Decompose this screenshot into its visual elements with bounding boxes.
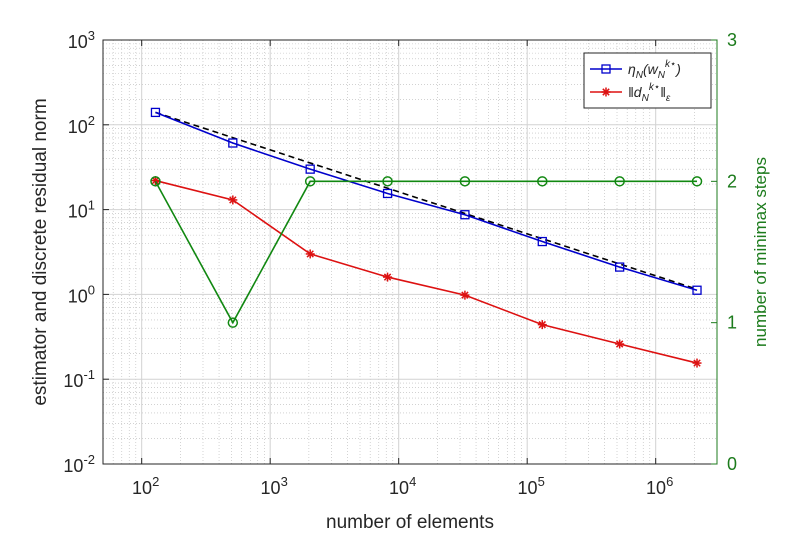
y2-tick-label: 0 [727, 454, 737, 474]
series-1-point [615, 262, 625, 272]
series-2-point-stroke [693, 359, 701, 367]
x-tick-label-base: 10 [389, 478, 409, 498]
series-1-point [228, 138, 238, 148]
series-1-point [305, 164, 315, 174]
x-tick-label: 103 [261, 474, 288, 498]
y2-axis-title: number of minimax steps [751, 157, 770, 347]
series-3-point [614, 176, 625, 187]
x-tick-label-base: 10 [261, 478, 281, 498]
legend: ηN(wNk⋆)‖dNk⋆‖ε [583, 52, 712, 109]
legend-main: η [628, 61, 636, 77]
y-tick-label: 10-1 [63, 367, 95, 391]
y-tick-label-base: 10 [68, 32, 88, 52]
legend-swatch-marker-stroke [602, 88, 610, 96]
y-tick-label-exp: 3 [88, 28, 95, 43]
series-1-point [692, 285, 702, 295]
legend-sub: N [636, 70, 644, 81]
y2-tick-label: 1 [727, 313, 737, 333]
y-tick-label: 101 [68, 198, 95, 222]
y-tick-label-exp: -1 [83, 367, 95, 382]
legend-sub2: N [658, 70, 666, 81]
x-tick-label: 105 [518, 474, 545, 498]
series-3-point [150, 176, 161, 187]
legend-sup2: k⋆ [665, 59, 676, 70]
y2-tick-label: 3 [727, 30, 737, 50]
y-tick-label-exp: 1 [88, 198, 95, 213]
series-1-point [382, 188, 393, 199]
legend-close: ) [674, 61, 681, 77]
legend-entry-label: ‖dNk⋆‖ε [628, 82, 671, 104]
series-2-point-stroke [383, 273, 392, 281]
series-3-point [691, 176, 703, 187]
y-axis-title: estimator and discrete residual norm [30, 98, 51, 405]
x-tick-label: 106 [646, 474, 673, 498]
series-2-point-stroke [229, 196, 237, 204]
series-3-point [304, 176, 316, 187]
x-tick-label-exp: 2 [152, 474, 159, 489]
labels-layer: 102 103 104 105 10610-210-11001011021030123n… [30, 28, 770, 533]
legend-sub: N [642, 93, 650, 104]
series-3-point [459, 176, 471, 187]
legend-main: ‖d [628, 84, 643, 100]
series-3-point [382, 176, 393, 187]
y-tick-label-base: 10 [63, 371, 83, 391]
series-2-point-stroke [306, 250, 314, 258]
x-tick-label-base: 10 [518, 478, 538, 498]
x-tick-label: 104 [389, 474, 416, 498]
x-tick-label-exp: 3 [281, 474, 288, 489]
series-1-line [155, 111, 698, 291]
y-tick-label-exp: -2 [83, 452, 95, 467]
y-tick-label: 103 [68, 28, 95, 52]
series-2-point-stroke [461, 291, 469, 299]
y2-tick-label: 2 [727, 171, 737, 191]
series-1-point [150, 107, 161, 118]
series-2-line [155, 179, 698, 364]
series-2-point [383, 272, 393, 282]
ticks-layer [103, 39, 718, 465]
y-tick-label-base: 10 [68, 117, 88, 137]
series-2-point-stroke [151, 176, 160, 185]
series-2-point [228, 195, 238, 205]
series-2-point-stroke [615, 340, 624, 348]
series-3-point [537, 176, 548, 187]
x-tick-label: 102 [132, 474, 159, 498]
x-tick-label-exp: 5 [538, 474, 545, 489]
legend-sup: k⋆ [649, 82, 660, 93]
x-tick-label-exp: 6 [666, 474, 673, 489]
legend-box [583, 52, 712, 109]
series-3-point [227, 317, 239, 328]
y-tick-label-base: 10 [68, 202, 88, 222]
y-tick-label: 100 [68, 282, 95, 306]
reference-slope-line [155, 111, 698, 291]
y-tick-label-base: 10 [63, 456, 83, 476]
series-2-point-stroke [538, 320, 547, 329]
legend-subclose: ε [666, 93, 671, 104]
series-1-point [537, 236, 547, 247]
y-tick-label-exp: 0 [88, 282, 95, 297]
legend-swatch-marker [601, 64, 611, 74]
y-tick-label: 102 [68, 113, 95, 137]
x-tick-label-base: 10 [646, 478, 666, 498]
series-2-point [305, 249, 315, 259]
series-2-point [692, 358, 702, 368]
legend-entry-label: ηN(wNk⋆) [628, 59, 681, 81]
legend-open: (w [643, 61, 659, 77]
series-1-point [460, 210, 470, 220]
series-2-point [460, 290, 470, 300]
y-tick-label-base: 10 [68, 286, 88, 306]
x-tick-label-base: 10 [132, 478, 152, 498]
series-2-point [537, 320, 547, 330]
legend-close: ‖ [660, 84, 666, 100]
x-tick-label-exp: 4 [409, 474, 416, 489]
series-layer [150, 107, 703, 368]
y-tick-label-exp: 2 [88, 113, 95, 128]
x-axis-title: number of elements [326, 512, 494, 533]
series-2-point [615, 339, 625, 349]
series-3-line [154, 180, 698, 325]
legend-swatch-marker [601, 87, 611, 97]
y-tick-label: 10-2 [63, 452, 95, 476]
